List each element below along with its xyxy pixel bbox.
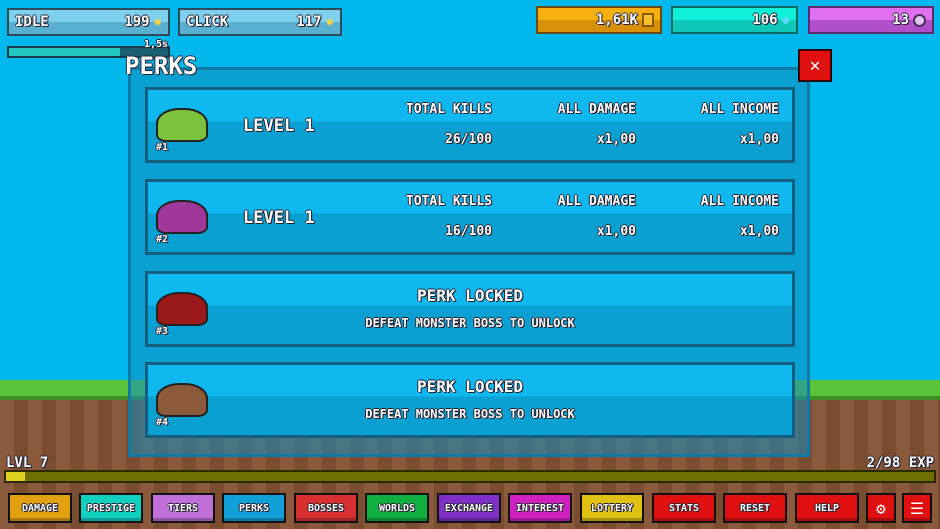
income-header: ALL INCOME (700, 102, 779, 117)
nav-label: HELP (814, 502, 840, 514)
idle-damage-bar: IDLE 199 ✸ (7, 8, 170, 36)
nav-exchange-button[interactable]: EXCHANGE (437, 493, 501, 523)
orb-icon (913, 13, 926, 27)
nav-reset-button[interactable]: RESET (723, 493, 787, 523)
perk-level: LEVEL 1 (243, 116, 315, 136)
nav-label: TIERS (167, 502, 199, 514)
perk-row: #1 LEVEL 1 TOTAL KILLS 26/100 ALL DAMAGE x1… (145, 87, 795, 163)
monster-icon (156, 292, 208, 326)
kills-header: TOTAL KILLS (405, 102, 492, 117)
nav-lottery-button[interactable]: LOTTERY (580, 493, 644, 523)
kills-value: 26/100 (445, 132, 492, 147)
income-value: x1,00 (739, 132, 779, 147)
perk-locked-title: PERK LOCKED (417, 377, 523, 396)
perk-level: LEVEL 1 (243, 208, 315, 228)
damage-header: ALL DAMAGE (557, 194, 636, 209)
nav-label: INTEREST (515, 502, 565, 514)
burst-icon: ✸ (153, 14, 162, 30)
diamond-icon: ◆ (781, 12, 790, 28)
perk-unlock-hint: DEFEAT MONSTER BOSS TO UNLOCK (365, 407, 575, 421)
damage-value: x1,00 (596, 224, 636, 239)
click-value: 117 (296, 14, 322, 30)
nav-label: STATS (668, 502, 700, 514)
perk-locked-title: PERK LOCKED (417, 286, 523, 305)
income-value: x1,00 (739, 224, 779, 239)
nav-label: RESET (739, 502, 771, 514)
gems-value: 106 (752, 12, 778, 28)
nav-label: PERKS (238, 502, 270, 514)
settings-button[interactable]: ⚙ (866, 493, 896, 523)
nav-worlds-button[interactable]: WORLDS (365, 493, 429, 523)
damage-value: x1,00 (596, 132, 636, 147)
kills-value: 16/100 (445, 224, 492, 239)
nav-label: PRESTIGE (86, 502, 136, 514)
exp-bar (4, 470, 936, 483)
perk-row: #4 PERK LOCKED DEFEAT MONSTER BOSS TO UNL… (145, 362, 795, 438)
nav-prestige-button[interactable]: PRESTIGE (79, 493, 143, 523)
menu-button[interactable]: ☰ (902, 493, 932, 523)
nav-stats-button[interactable]: STATS (652, 493, 716, 523)
nav-tiers-button[interactable]: TIERS (151, 493, 215, 523)
gold-coin-icon (642, 13, 654, 27)
nav-damage-button[interactable]: DAMAGE (8, 493, 72, 523)
perk-number: #4 (156, 417, 169, 428)
monster-icon (156, 383, 208, 417)
level-label: LVL 7 (6, 455, 49, 471)
idle-timer-fill (9, 48, 121, 56)
close-icon: ✕ (809, 55, 821, 76)
idle-value: 199 (124, 14, 150, 30)
nav-label: BOSSES (307, 502, 345, 514)
nav-label: DAMAGE (21, 502, 59, 514)
exp-fill (6, 472, 25, 481)
click-damage-bar: CLICK 117 ✸ (178, 8, 342, 36)
idle-timer-bar (7, 46, 170, 58)
idle-label: IDLE (15, 14, 49, 30)
nav-interest-button[interactable]: INTEREST (508, 493, 572, 523)
gold-value: 1,61K (595, 12, 638, 28)
perk-number: #3 (156, 326, 169, 337)
nav-label: WORLDS (378, 502, 416, 514)
idle-timer-text: 1,5s (144, 39, 169, 50)
monster-icon (156, 200, 208, 234)
nav-help-button[interactable]: HELP (795, 493, 859, 523)
burst-icon: ✸ (325, 14, 334, 30)
exp-label: 2/98 EXP (866, 455, 934, 471)
gems-bar: 106 ◆ (671, 6, 798, 34)
click-label: CLICK (186, 14, 229, 30)
gear-icon: ⚙ (876, 498, 886, 518)
hamburger-menu-icon: ☰ (909, 498, 925, 518)
orbs-bar: 13 (808, 6, 934, 34)
perk-number: #1 (156, 142, 169, 153)
nav-label: EXCHANGE (444, 502, 494, 514)
income-header: ALL INCOME (700, 194, 779, 209)
perk-row: #3 PERK LOCKED DEFEAT MONSTER BOSS TO UNL… (145, 271, 795, 347)
page-title: PERKS (125, 52, 198, 80)
perk-row: #2 LEVEL 1 TOTAL KILLS 16/100 ALL DAMAGE x1… (145, 179, 795, 255)
perk-unlock-hint: DEFEAT MONSTER BOSS TO UNLOCK (365, 316, 575, 330)
damage-header: ALL DAMAGE (557, 102, 636, 117)
nav-perks-button[interactable]: PERKS (222, 493, 286, 523)
gold-bar: 1,61K (536, 6, 662, 34)
orbs-value: 13 (892, 12, 909, 28)
nav-label: LOTTERY (590, 502, 634, 514)
nav-bosses-button[interactable]: BOSSES (294, 493, 358, 523)
close-button[interactable]: ✕ (798, 49, 832, 82)
perk-number: #2 (156, 234, 169, 245)
kills-header: TOTAL KILLS (405, 194, 492, 209)
monster-icon (156, 108, 208, 142)
